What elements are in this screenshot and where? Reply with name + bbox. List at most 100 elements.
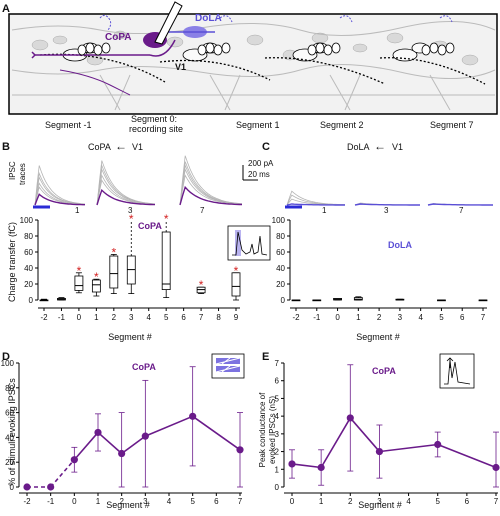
copa-title-d: CoPA (132, 362, 156, 372)
trace-seg-label: 1 (322, 206, 327, 215)
y-tick-label: 100 (20, 216, 34, 225)
series-segment (379, 443, 438, 453)
segment-label: Segment 1 (236, 120, 280, 130)
box: * (231, 264, 241, 301)
data-point (492, 463, 500, 472)
x-tick-label: 1 (356, 313, 361, 322)
box: * (91, 270, 101, 297)
series-segment (291, 463, 322, 469)
y-tick-label: 60 (5, 409, 14, 418)
box-rect (74, 275, 84, 291)
series-segment (437, 443, 497, 469)
data-point (434, 440, 442, 449)
series-segment (145, 415, 193, 437)
title-left: DoLA (347, 142, 370, 152)
x-tick-label: 2 (348, 497, 353, 506)
box-rect (109, 255, 119, 289)
x-tick-label: 3 (377, 497, 382, 506)
x-tick-label: 1 (319, 497, 324, 506)
ipsc-label-line1: IPSC (8, 161, 17, 180)
x-tick-label: 6 (460, 313, 465, 322)
x-tick-label: 0 (290, 497, 295, 506)
xlabel-e: Segment # (358, 500, 402, 510)
significance-star: * (164, 212, 169, 226)
x-tick-label: 1 (94, 313, 99, 322)
ipsc-trace-grey (179, 174, 243, 206)
neuron-clusters (77, 42, 455, 56)
data-point (236, 446, 244, 454)
significance-star: * (199, 278, 204, 292)
series-segment (320, 417, 351, 468)
segment-label: Segment -1 (45, 120, 92, 130)
inset-e (439, 353, 475, 389)
data-point (47, 483, 55, 491)
x-tick-label: 4 (167, 497, 172, 506)
panel-letter-e: E (262, 351, 269, 363)
y-tick-label: 1 (275, 465, 280, 474)
x-tick-label: 2 (112, 313, 117, 322)
y-tick-label: 40 (276, 264, 285, 273)
ylabel-e-line1: Peak conductance of (258, 392, 267, 467)
series-segment (73, 431, 99, 461)
x-tick-label: 6 (181, 313, 186, 322)
trace-segment-labels-b: 1 3 7 (75, 206, 205, 215)
x-tick-label: -1 (58, 313, 66, 322)
significance-star: * (77, 264, 82, 278)
title-arrow: ← (115, 139, 127, 153)
x-tick-label: 5 (439, 313, 444, 322)
box (478, 299, 488, 302)
trace-segment-labels-c: 1 3 7 (322, 206, 464, 215)
x-tick-label: 6 (214, 497, 219, 506)
y-tick-label: 40 (24, 264, 33, 273)
x-tick-label: 7 (481, 313, 486, 322)
box-rect (231, 272, 241, 297)
x-tick-label: 7 (199, 313, 204, 322)
x-tick-label: -2 (40, 313, 48, 322)
xlabel-c: Segment # (356, 332, 400, 342)
box-rect (161, 231, 171, 290)
x-tick-label: 0 (77, 313, 82, 322)
data-point (189, 412, 197, 420)
ipsc-trace-grey (34, 171, 86, 206)
y-tick-label: 0 (29, 296, 34, 305)
ganglion-outlines (11, 21, 496, 111)
segment-label: Segment 0: (131, 114, 177, 124)
panel-c-title: DoLA ← V1 (347, 139, 403, 153)
x-tick-label: 5 (435, 497, 440, 506)
xlabel-d: Segment # (106, 500, 150, 510)
scale-bar-time: 20 ms (248, 170, 270, 179)
x-tick-label: 8 (216, 313, 221, 322)
segment-label: recording site (129, 124, 183, 134)
x-tick-label: 4 (147, 313, 152, 322)
recording-electrode (154, 1, 183, 45)
line-chart-e: 0 1 2 3 4 5 6 7 0 1 2 3 4 5 6 7 (275, 359, 500, 506)
x-tick-label: 2 (377, 313, 382, 322)
ipsc-label-line2: traces (18, 163, 27, 185)
schematic-frame (8, 13, 498, 115)
series-segment (50, 459, 75, 488)
ipsc-traces-c (286, 190, 493, 206)
x-tick-label: -1 (47, 497, 55, 506)
box (291, 299, 301, 302)
box: * (126, 212, 136, 295)
box (57, 297, 66, 301)
ipsc-trace-mean (286, 203, 345, 206)
panel-letter-a: A (2, 3, 10, 15)
significance-star: * (129, 212, 134, 226)
significance-star: * (111, 245, 116, 259)
x-tick-label: -2 (23, 497, 31, 506)
ipsc-trace-mean (34, 193, 85, 206)
series-segment (349, 417, 381, 453)
box (312, 299, 322, 302)
series-segment (121, 435, 146, 455)
y-tick-label: 0 (10, 483, 15, 492)
y-tick-label: 4 (275, 412, 280, 421)
y-tick-label: 20 (5, 458, 14, 467)
panel-letter-d: D (2, 351, 10, 363)
box: * (109, 245, 119, 295)
segment-label: Segment 2 (320, 120, 364, 130)
ipsc-trace-mean (179, 185, 242, 206)
box (39, 298, 49, 302)
x-tick-label: 1 (96, 497, 101, 506)
